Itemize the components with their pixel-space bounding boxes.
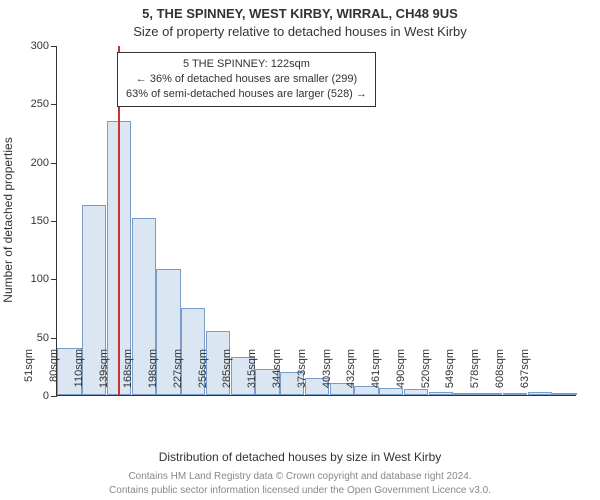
- x-tick-label: 110sqm: [73, 349, 85, 399]
- y-tick-label: 150: [31, 215, 57, 227]
- x-tick-label: 637sqm: [519, 349, 531, 399]
- x-tick-label: 51sqm: [23, 349, 35, 399]
- footer-line-1: Contains HM Land Registry data © Crown c…: [0, 471, 600, 482]
- x-tick-label: 256sqm: [197, 349, 209, 399]
- x-tick-label: 315sqm: [246, 349, 258, 399]
- x-tick-label: 285sqm: [221, 349, 233, 399]
- annotation-box: 5 THE SPINNEY: 122sqm ← 36% of detached …: [117, 52, 376, 107]
- plot-area: 05010015020025030051sqm80sqm110sqm139sqm…: [56, 46, 576, 396]
- y-tick-label: 300: [31, 40, 57, 52]
- y-axis-label: Number of detached properties: [1, 137, 15, 302]
- footer-line-2: Contains public sector information licen…: [0, 485, 600, 496]
- x-tick-label: 490sqm: [395, 349, 407, 399]
- x-tick-label: 139sqm: [98, 349, 110, 399]
- annotation-line1: 5 THE SPINNEY: 122sqm: [126, 57, 367, 72]
- x-tick-label: 198sqm: [147, 349, 159, 399]
- x-tick-label: 344sqm: [271, 349, 283, 399]
- y-tick-label: 250: [31, 98, 57, 110]
- chart-container: 5, THE SPINNEY, WEST KIRBY, WIRRAL, CH48…: [0, 0, 600, 500]
- x-tick-label: 549sqm: [444, 349, 456, 399]
- x-tick-label: 461sqm: [370, 349, 382, 399]
- histogram-bar: [552, 393, 576, 395]
- x-axis-label: Distribution of detached houses by size …: [0, 450, 600, 464]
- x-tick-label: 520sqm: [420, 349, 432, 399]
- y-tick-label: 100: [31, 273, 57, 285]
- annotation-line2: ← 36% of detached houses are smaller (29…: [126, 72, 367, 87]
- x-tick-label: 373sqm: [296, 349, 308, 399]
- x-tick-label: 608sqm: [494, 349, 506, 399]
- x-tick-label: 578sqm: [469, 349, 481, 399]
- x-tick-label: 403sqm: [321, 349, 333, 399]
- annotation-line3: 63% of semi-detached houses are larger (…: [126, 87, 367, 102]
- chart-title-main: 5, THE SPINNEY, WEST KIRBY, WIRRAL, CH48…: [0, 6, 600, 21]
- y-tick-label: 200: [31, 157, 57, 169]
- histogram-bar: [528, 392, 552, 396]
- x-tick-label: 432sqm: [345, 349, 357, 399]
- chart-title-sub: Size of property relative to detached ho…: [0, 24, 600, 39]
- x-tick-label: 168sqm: [122, 349, 134, 399]
- x-tick-label: 80sqm: [48, 349, 60, 399]
- x-tick-label: 227sqm: [172, 349, 184, 399]
- y-tick-label: 50: [37, 332, 57, 344]
